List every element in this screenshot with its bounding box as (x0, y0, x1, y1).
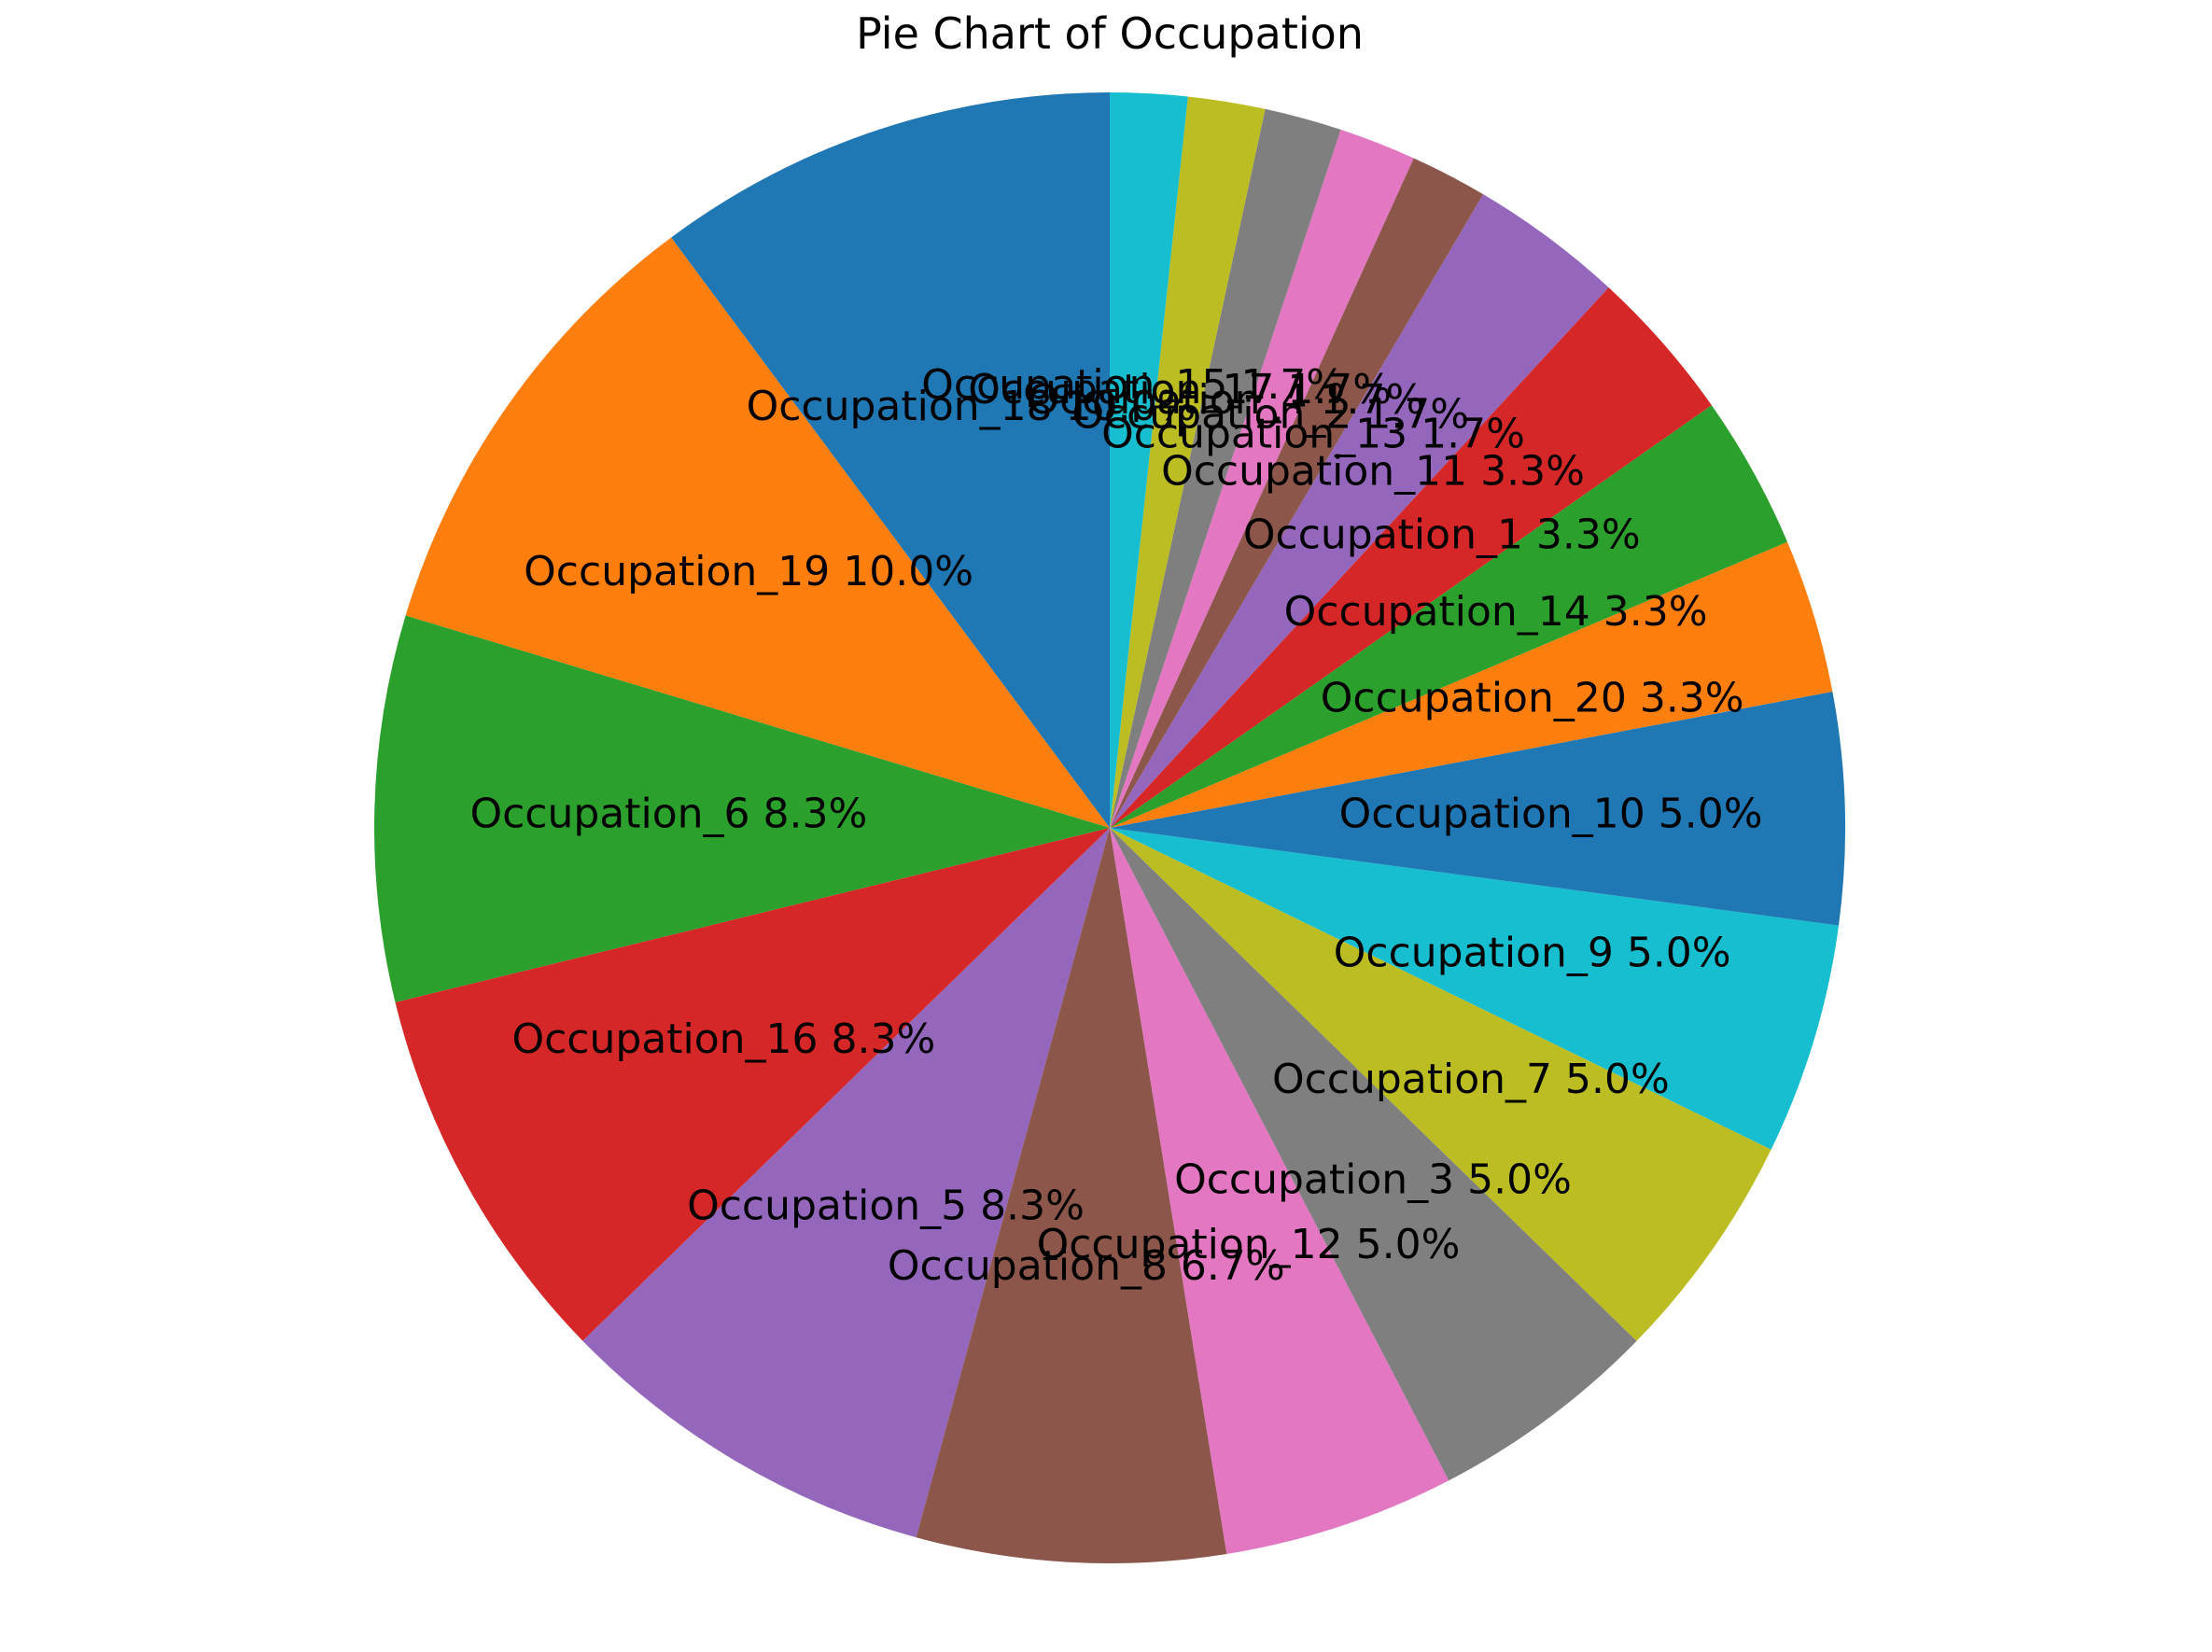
slice-label-occupation-13: Occupation_13 1.7% (1101, 411, 1525, 458)
pie-slice-occupation-4 (1110, 108, 1341, 828)
slice-label-occupation-6: Occupation_6 8.3% (469, 790, 867, 837)
pie-slice-occupation-20 (1110, 541, 1833, 828)
slice-label-occupation-17: Occupation_17 1.7% (968, 366, 1392, 413)
slice-label-occupation-1: Occupation_1 3.3% (1243, 511, 1641, 559)
slice-label-occupation-16: Occupation_16 8.3% (511, 1015, 935, 1063)
pie-slice-occupation-6 (373, 615, 1110, 1002)
pie-slice-occupation-8 (916, 828, 1227, 1564)
pie-slice-occupation-13 (1110, 158, 1484, 828)
slice-label-occupation-7: Occupation_7 5.0% (1272, 1056, 1670, 1103)
slice-label-occupation-20: Occupation_20 3.3% (1321, 675, 1744, 722)
pie-slice-occupation-3 (1110, 828, 1637, 1481)
labels-layer: Occupation_18 10.0% Occupation_19 10.0% Oc… (469, 361, 1762, 1290)
pie-slice-occupation-17 (1110, 96, 1266, 829)
pie-slice-occupation-7 (1110, 828, 1771, 1341)
slice-label-occupation-8: Occupation_8 6.7% (888, 1242, 1285, 1290)
slices-layer (373, 92, 1846, 1564)
pie-slice-occupation-18 (671, 92, 1110, 828)
slice-label-occupation-19: Occupation_19 10.0% (524, 548, 973, 595)
pie-slice-occupation-9 (1110, 828, 1840, 1150)
pie-slice-occupation-5 (582, 828, 1110, 1538)
chart-title: Pie Chart of Occupation (856, 8, 1364, 59)
slice-label-occupation-5: Occupation_5 8.3% (687, 1182, 1085, 1229)
slice-label-occupation-3: Occupation_3 5.0% (1174, 1156, 1572, 1204)
pie-slice-occupation-12 (1110, 828, 1449, 1554)
slice-label-occupation-9: Occupation_9 5.0% (1334, 930, 1731, 977)
slice-label-occupation-15: Occupation_15 1.7% (921, 361, 1345, 409)
pie-slice-occupation-15 (1110, 92, 1188, 828)
pie-slice-occupation-11 (1110, 194, 1609, 828)
slice-label-occupation-18: Occupation_18 10.0% (747, 383, 1197, 430)
slice-label-occupation-11: Occupation_11 3.3% (1161, 448, 1585, 496)
slice-label-occupation-2: Occupation_2 1.7% (1071, 391, 1469, 439)
pie-slice-occupation-1 (1110, 287, 1712, 828)
pie-slice-occupation-10 (1110, 692, 1846, 926)
slice-label-occupation-12: Occupation_12 5.0% (1037, 1221, 1461, 1268)
pie-slice-occupation-2 (1110, 129, 1414, 828)
pie-slice-occupation-16 (395, 828, 1110, 1341)
pie-slice-occupation-19 (405, 237, 1110, 828)
slice-label-occupation-4: Occupation_4 1.7% (1027, 376, 1424, 424)
slice-label-occupation-10: Occupation_10 5.0% (1339, 790, 1763, 837)
pie-slice-occupation-14 (1110, 405, 1788, 828)
slice-label-occupation-14: Occupation_14 3.3% (1284, 588, 1708, 636)
